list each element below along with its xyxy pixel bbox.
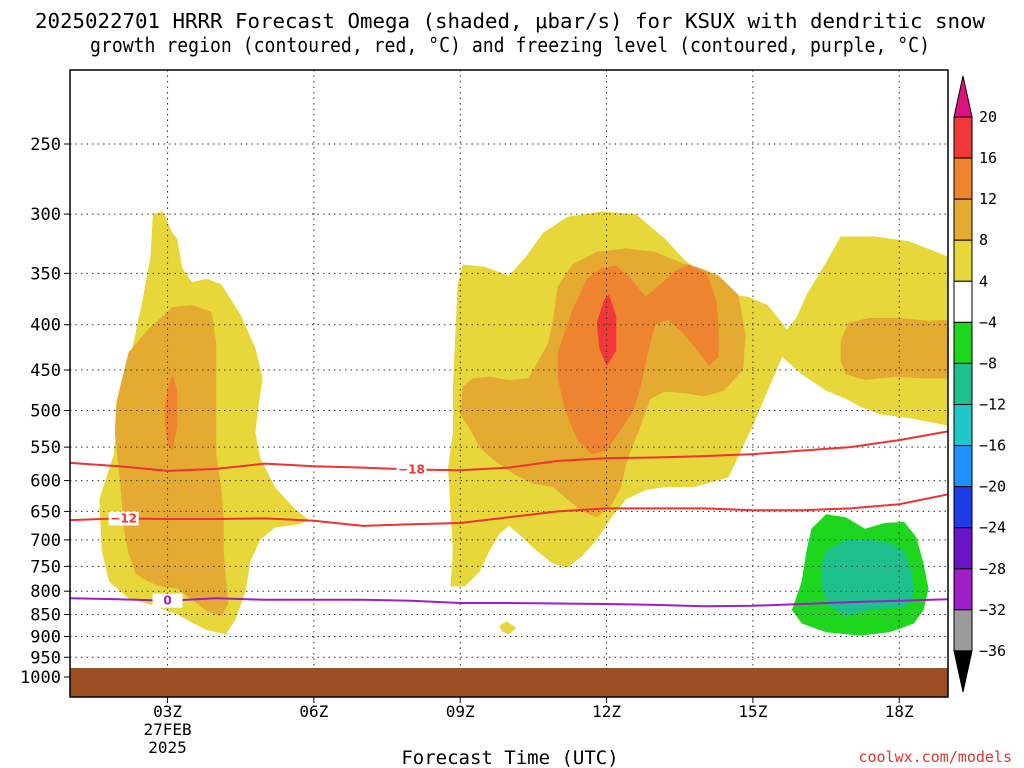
omega-region-mid-green-blob [396,591,429,625]
colorbar-tick-label: −12 [979,395,1006,413]
colorbar-tick-label: −36 [979,642,1006,660]
isotherm-contours: −18 −12 0 [70,430,948,608]
omega-region-right-green-region-12 [821,539,914,617]
ytick-label-400: 400 [30,316,61,336]
isotherm-label-background [108,511,139,526]
ytick-label-950: 950 [30,648,61,668]
colorbar-bin [953,609,973,652]
colorbar-bottom-arrow [953,650,973,693]
credit-text: coolwx.com/models [858,748,1012,766]
colorbar-bin [953,445,973,488]
colorbar-tick-label: −4 [979,313,997,331]
colorbar-tick-label: 20 [979,108,997,126]
ytick-label-500: 500 [30,402,61,422]
ytick-label-650: 650 [30,502,61,522]
colorbar-tick-label: −32 [979,601,1006,619]
pressure-axis: 2503003504004505005506006507007508008509… [20,135,70,688]
colorbar-tick-label: −28 [979,560,1006,578]
isotherm-line--18 [70,430,948,472]
vertical-grid-lines [167,70,900,697]
ytick-label-850: 850 [30,606,61,626]
ytick-label-250: 250 [30,135,61,155]
omega-colorbar: 20 16 12 8 4 −4 −8 −12 −16 −20 −24 −28 −32 −36 [953,75,1006,693]
ytick-label-800: 800 [30,582,61,602]
ytick-label-700: 700 [30,531,61,551]
ytick-label-600: 600 [30,472,61,492]
omega-region-central-plume-16 [596,294,617,366]
ytick-label-1000: 1000 [20,668,61,688]
horizontal-grid-lines [70,143,948,678]
xtick-label-12Z: 12Z [592,702,621,721]
isotherm-label--18: −18 [398,463,425,477]
isotherm-label--12: −12 [110,511,137,525]
chart-title-line-1: 2025022701 HRRR Forecast Omega (shaded, … [35,9,986,33]
colorbar-bin [953,116,973,159]
colorbar-tick-label: 16 [979,149,997,167]
omega-region-top-green-blob [682,170,719,245]
below-ground-surface-band [70,668,948,697]
omega-region-central-plume-12 [557,264,719,455]
colorbar-tick-label: −8 [979,354,997,372]
omega-region-left-plume-12 [165,374,178,451]
isotherm-line--12 [70,493,948,527]
colorbar-tick-label: −16 [979,437,1006,455]
xtick-sublabel: 2025 [148,738,187,757]
ytick-label-350: 350 [30,264,61,284]
omega-region-right-plume-8 [840,317,948,381]
colorbar-bin [953,568,973,611]
xtick-label-09Z: 09Z [446,702,475,721]
colorbar-bin [953,403,973,447]
isotherm-label-0: 0 [163,594,171,608]
colorbar-bin [953,362,973,405]
omega-region-bottom-blob-4 [499,621,517,635]
colorbar-bin [953,280,973,323]
colorbar-bin [953,527,973,570]
xtick-label-18Z: 18Z [885,702,914,721]
colorbar-bin [953,198,973,241]
colorbar-tick-label: 4 [979,272,988,290]
chart-title-line-2: growth region (contoured, red, °C) and f… [90,33,930,57]
colorbar-bin [953,239,973,282]
xtick-label-03Z: 03Z [153,702,182,721]
colorbar-bin [953,321,973,364]
x-axis-title: Forecast Time (UTC) [401,747,618,768]
plot-area: −18 −12 0 [70,70,948,697]
plot-frame [69,69,949,698]
omega-shading-layer [99,170,948,654]
isotherm-line-0 [70,597,948,608]
isotherm-label-background [396,462,427,477]
ytick-label-550: 550 [30,438,61,458]
isotherm-label-background [152,593,183,608]
ytick-label-900: 900 [30,627,61,647]
ytick-label-450: 450 [30,361,61,381]
omega-region-left-plume-8 [114,305,229,617]
colorbar-top-arrow [953,75,973,118]
colorbar-tick-label: 12 [979,190,997,208]
colorbar-tick-label: 8 [979,231,988,249]
xtick-label-15Z: 15Z [738,702,767,721]
colorbar-tick-label: −20 [979,478,1006,496]
xtick-label-06Z: 06Z [299,702,328,721]
colorbar-tick-label: −24 [979,519,1006,537]
xtick-sublabel: 27FEB [143,720,191,739]
ytick-label-300: 300 [30,205,61,225]
colorbar-bin [953,157,973,200]
ytick-label-750: 750 [30,557,61,577]
colorbar-bin [953,486,973,529]
